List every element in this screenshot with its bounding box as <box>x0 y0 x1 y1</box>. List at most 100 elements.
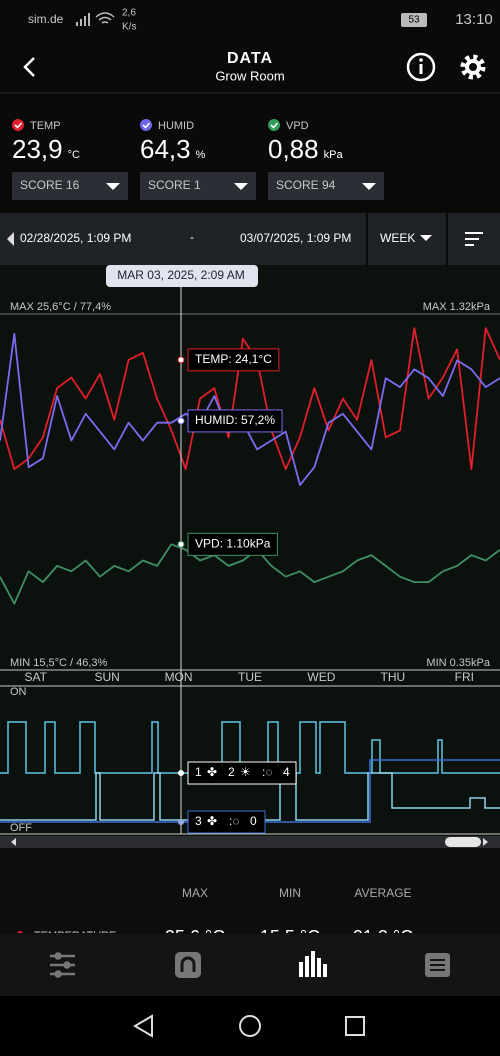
switch-id: 2 <box>228 765 235 779</box>
off-label: OFF <box>10 822 32 834</box>
x-tick-label: WED <box>307 670 335 684</box>
x-tick-label: FRI <box>455 670 474 684</box>
x-tick-label: SAT <box>24 670 47 684</box>
on-label: ON <box>10 686 27 698</box>
battery: 53 <box>408 15 420 26</box>
tab-controls[interactable] <box>50 952 75 978</box>
sort-button[interactable] <box>465 232 483 246</box>
cycle-icon: :◌ <box>229 814 239 828</box>
sensor-value: 23,9 <box>12 134 63 164</box>
carrier: sim.de <box>28 12 64 26</box>
dropdown-arrow <box>420 235 432 241</box>
light-icon: ☀ <box>240 765 251 779</box>
switch-id: 4 <box>283 765 290 779</box>
score: SCORE 16 <box>20 178 80 192</box>
tab-menu[interactable] <box>425 953 450 977</box>
sensor-name: VPD <box>286 120 309 132</box>
hover-label: HUMID: 57,2% <box>195 413 275 427</box>
status-dot <box>140 119 152 131</box>
hover-dot <box>177 417 185 425</box>
scroll-thumb[interactable] <box>445 837 481 847</box>
stats-table: MAX MIN AVERAGE TEMPERATURE 25,6 °C 15,5 °C 21… <box>0 850 500 947</box>
row-name: TEMPERATURE <box>34 930 116 942</box>
prev-button[interactable] <box>7 232 14 246</box>
date-start[interactable]: 02/28/2025, 1:09 PM <box>20 231 131 245</box>
speed-unit: K/s <box>122 22 136 33</box>
stats-header: MAX <box>182 886 208 900</box>
score-dropdown[interactable] <box>12 172 128 200</box>
cycle-icon: :◌ <box>262 765 272 779</box>
fan-icon: ✤ <box>207 814 217 828</box>
max-label: MAX 25,6°C / 77,4% <box>10 301 111 313</box>
x-tick-label: SUN <box>94 670 119 684</box>
wifi-icon <box>95 12 115 24</box>
score-dropdown[interactable] <box>268 172 384 200</box>
tab-device[interactable] <box>175 952 201 978</box>
sensor-name: HUMID <box>158 120 194 132</box>
switch-id: 3 <box>195 814 202 828</box>
check-icon <box>142 122 151 129</box>
scrollbar[interactable] <box>0 836 500 848</box>
hover-dot <box>177 540 185 548</box>
score: SCORE 1 <box>148 178 201 192</box>
scroll-left[interactable] <box>11 838 16 846</box>
battery-icon <box>401 13 427 27</box>
nav-back[interactable] <box>133 1014 153 1038</box>
x-tick-label: THU <box>381 670 406 684</box>
score: SCORE 94 <box>276 178 336 192</box>
tooltip <box>106 265 258 287</box>
check-icon <box>14 122 23 129</box>
tooltip-text: MAR 03, 2025, 2:09 AM <box>117 268 244 282</box>
date-bar <box>0 213 500 265</box>
sensor-value: 64,3 <box>140 134 191 164</box>
x-tick-label: TUE <box>238 670 262 684</box>
back-button[interactable] <box>23 57 35 77</box>
hover-box <box>187 348 280 372</box>
hover-box <box>187 409 283 433</box>
clock: 13:10 <box>455 11 493 28</box>
switch-box <box>187 810 266 834</box>
settings-button[interactable] <box>460 54 486 80</box>
switch-box <box>187 761 297 785</box>
x-tick-label: MON <box>165 670 193 684</box>
switch-id: 1 <box>195 765 202 779</box>
status-dot <box>268 119 280 131</box>
period-select[interactable]: WEEK <box>380 231 415 245</box>
dropdown-arrow <box>362 183 376 190</box>
date-separator: - <box>190 230 194 244</box>
hover-label: TEMP: 24,1°C <box>195 352 272 366</box>
speed: 2,6 <box>122 8 136 19</box>
tab-data[interactable] <box>299 951 327 977</box>
scroll-right[interactable] <box>483 838 488 846</box>
min-label: MIN 15,5°C / 46,3% <box>10 657 108 669</box>
max-label: MAX 1.32kPa <box>423 301 491 313</box>
status-dot <box>12 119 24 131</box>
stats-background <box>0 850 500 934</box>
hover-dot <box>177 356 185 364</box>
sensor-unit: kPa <box>324 149 344 161</box>
stats-header: MIN <box>279 886 301 900</box>
sensor-panel: TEMP 23,9 °C SCORE 16 HUMID 64,3 % SCORE 1 VPD 0,… <box>12 119 384 200</box>
row-value: 21,2 °C <box>353 927 413 947</box>
tab-bar <box>0 934 500 996</box>
row-value: 25,6 °C <box>165 927 225 947</box>
dropdown-arrow <box>234 183 248 190</box>
info-button[interactable] <box>406 52 436 82</box>
row-value: 15,5 °C <box>260 927 320 947</box>
row-dot <box>17 931 23 933</box>
sensor-value: 0,88 <box>268 134 319 164</box>
fan-icon: ✤ <box>207 765 217 779</box>
nav-home[interactable] <box>239 1015 261 1037</box>
score-dropdown[interactable] <box>140 172 256 200</box>
stats-header: AVERAGE <box>354 886 411 900</box>
hover-dot <box>178 770 184 776</box>
switch-id: 0 <box>250 814 257 828</box>
check-icon <box>270 122 279 129</box>
date-end[interactable]: 03/07/2025, 1:09 PM <box>240 231 351 245</box>
hover-label: VPD: 1.10kPa <box>195 537 271 551</box>
signal-icon <box>76 13 90 26</box>
nav-recent[interactable] <box>345 1016 365 1036</box>
system-nav <box>0 996 500 1056</box>
